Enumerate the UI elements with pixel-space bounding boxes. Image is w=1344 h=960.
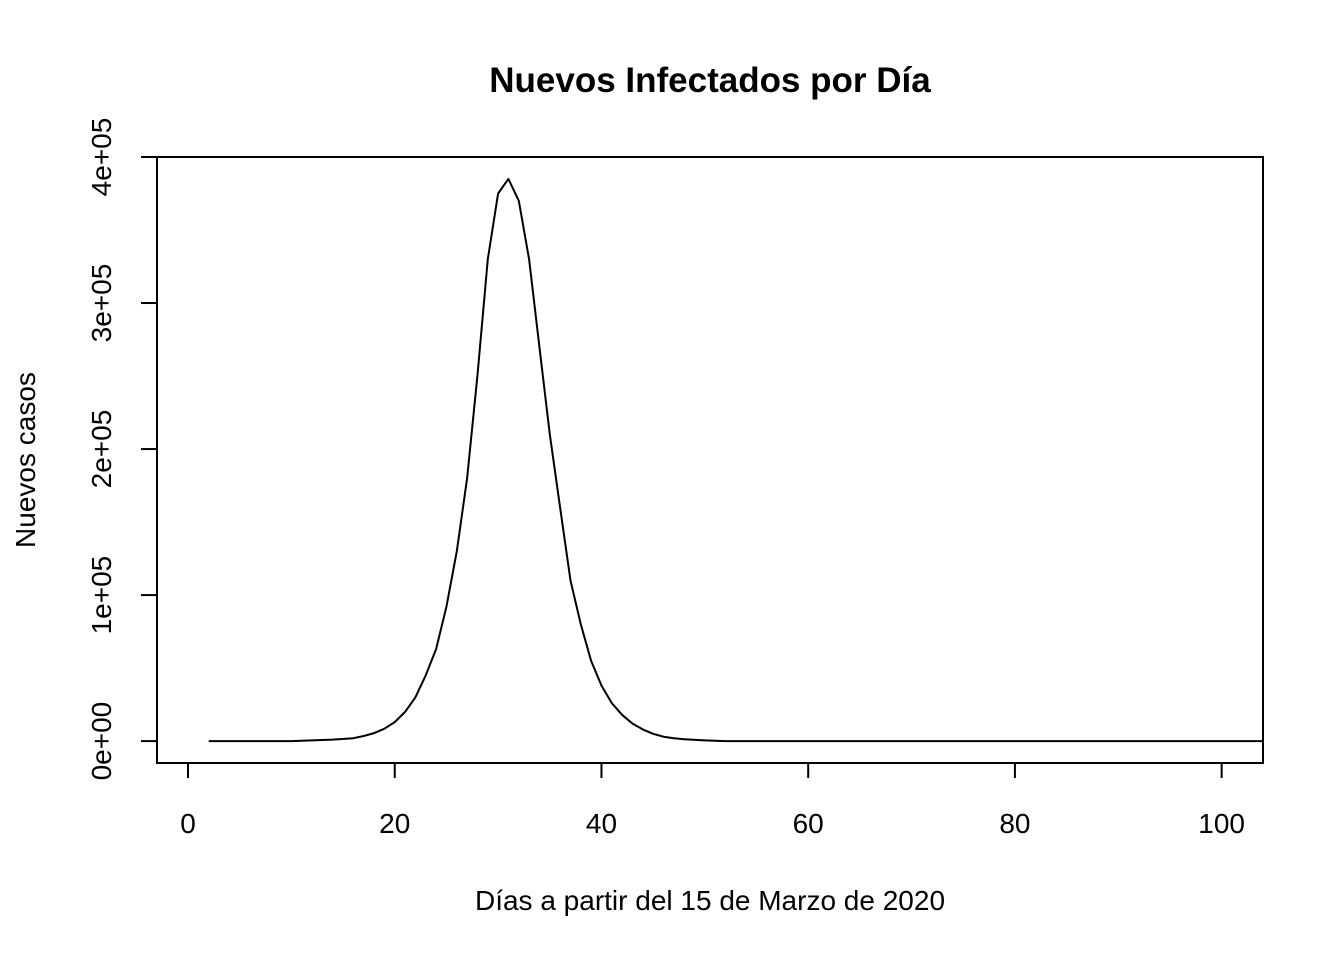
x-axis: 0 20 40 60 80 100 <box>180 762 1245 839</box>
x-tick-label: 60 <box>793 808 824 839</box>
x-axis-label: Días a partir del 15 de Marzo de 2020 <box>475 885 945 916</box>
x-tick-label: 80 <box>999 808 1030 839</box>
y-tick-label: 4e+05 <box>86 118 117 197</box>
x-tick-label: 40 <box>586 808 617 839</box>
y-tick-label: 2e+05 <box>86 410 117 489</box>
series-layer <box>208 177 1263 743</box>
y-tick-label: 1e+05 <box>86 556 117 635</box>
y-axis: 0e+00 1e+05 2e+05 3e+05 4e+05 <box>86 118 158 781</box>
series-line-0 <box>208 177 1263 743</box>
plot-frame <box>156 156 1264 764</box>
x-tick-label: 20 <box>379 808 410 839</box>
chart-title: Nuevos Infectados por Día <box>489 61 931 100</box>
y-axis-label: Nuevos casos <box>10 372 41 548</box>
x-tick-label: 100 <box>1198 808 1245 839</box>
y-tick-label: 3e+05 <box>86 264 117 343</box>
y-tick-label: 0e+00 <box>86 702 117 781</box>
x-tick-label: 0 <box>180 808 196 839</box>
